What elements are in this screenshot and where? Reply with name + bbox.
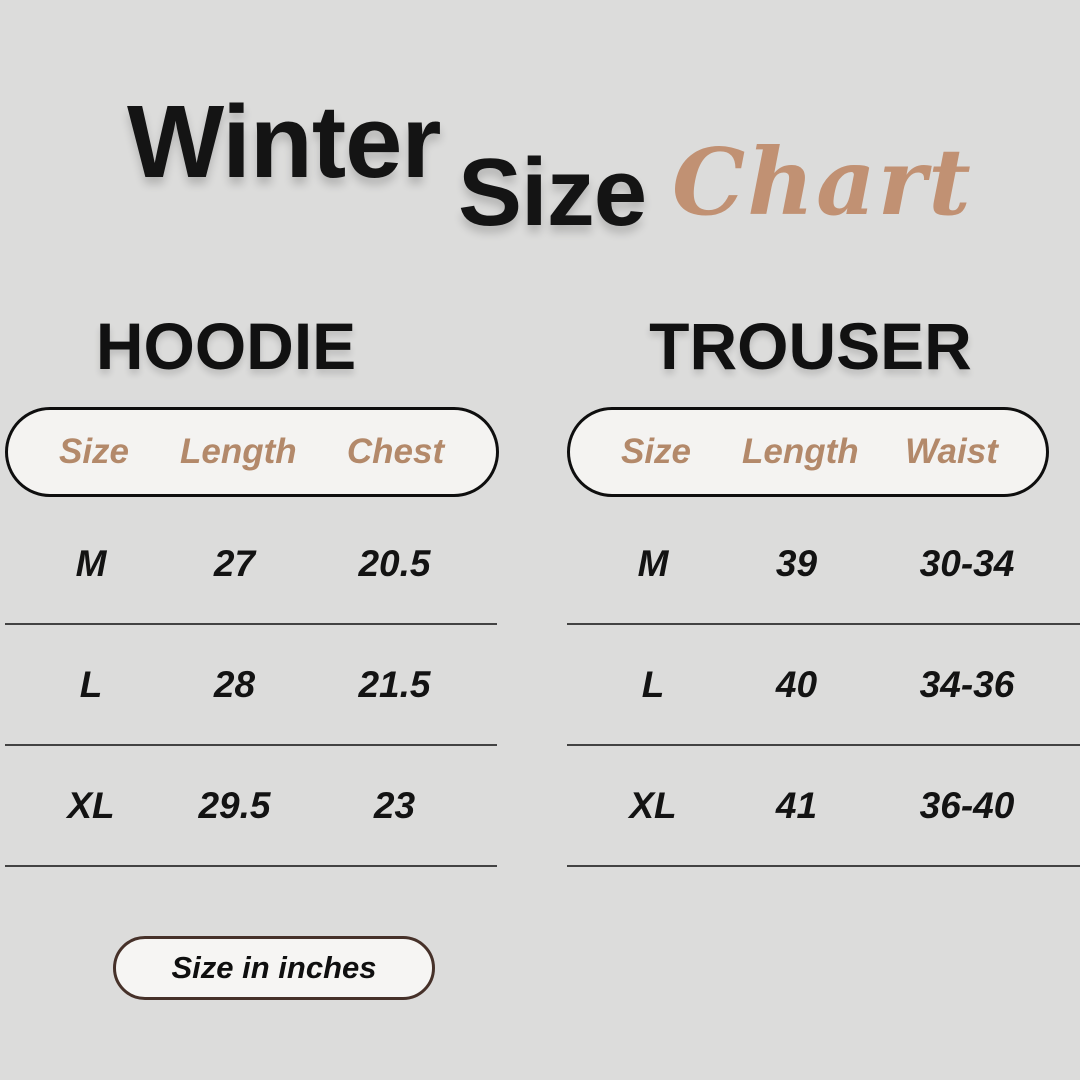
trouser-column-size: Size [620, 432, 692, 471]
hoodie-heading: HOODIE [95, 309, 357, 383]
trouser-xl-size: XL [629, 784, 677, 826]
table-row: M 39 30-34 [567, 504, 1080, 625]
trouser-heading: TROUSER [649, 309, 972, 383]
trouser-m-waist: 30-34 [919, 542, 1015, 584]
trouser-rows: M 39 30-34 L 40 34-36 XL 41 36-40 [565, 504, 1080, 867]
hoodie-xl-size: XL [67, 784, 115, 826]
size-in-inches-badge: Size in inches [113, 936, 435, 1000]
table-row: M 27 20.5 [5, 504, 497, 625]
hoodie-l-chest: 21.5 [358, 663, 431, 705]
trouser-m-length: 39 [775, 542, 818, 584]
title-word-size: Size [458, 139, 647, 246]
hoodie-column-chest: Chest [346, 432, 445, 471]
table-row: XL 41 36-40 [567, 746, 1080, 867]
trouser-l-waist: 34-36 [919, 663, 1015, 705]
table-row: L 40 34-36 [567, 625, 1080, 746]
hoodie-column-size: Size [58, 432, 130, 471]
hoodie-rows: M 27 20.5 L 28 21.5 XL 29.5 23 [0, 504, 497, 867]
trouser-m-size: M [637, 542, 669, 584]
hoodie-m-size: M [75, 542, 107, 584]
trouser-l-size: L [641, 663, 665, 705]
hoodie-xl-chest: 23 [373, 784, 416, 826]
hoodie-header-pill: Size Length Chest [5, 407, 499, 497]
hoodie-m-length: 27 [213, 542, 256, 584]
hoodie-l-size: L [79, 663, 103, 705]
title-word-chart: Chart [672, 128, 973, 236]
table-row: XL 29.5 23 [5, 746, 497, 867]
title-word-winter: Winter [127, 84, 442, 199]
trouser-xl-waist: 36-40 [919, 784, 1015, 826]
trouser-header-pill: Size Length Waist [567, 407, 1049, 497]
hoodie-m-chest: 20.5 [358, 542, 431, 584]
table-row: L 28 21.5 [5, 625, 497, 746]
size-in-inches-label: Size in inches [171, 950, 377, 985]
trouser-column-waist: Waist [905, 432, 998, 471]
hoodie-xl-length: 29.5 [198, 784, 271, 826]
trouser-xl-length: 41 [775, 784, 818, 826]
trouser-column-length: Length [742, 432, 859, 471]
trouser-l-length: 40 [775, 663, 818, 705]
hoodie-column-length: Length [180, 432, 297, 471]
hoodie-l-length: 28 [213, 663, 256, 705]
